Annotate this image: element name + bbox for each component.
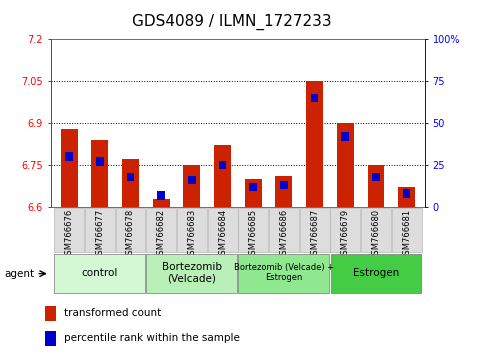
FancyBboxPatch shape [208, 208, 238, 252]
FancyBboxPatch shape [239, 254, 329, 293]
FancyBboxPatch shape [115, 208, 145, 252]
Bar [188, 176, 196, 184]
Text: GSM766685: GSM766685 [249, 209, 258, 260]
Bar [45, 331, 57, 346]
Bar [403, 189, 411, 198]
Bar [91, 140, 108, 207]
Bar [306, 81, 323, 207]
Text: GDS4089 / ILMN_1727233: GDS4089 / ILMN_1727233 [132, 14, 332, 30]
FancyBboxPatch shape [330, 208, 360, 252]
Bar [341, 132, 349, 141]
FancyBboxPatch shape [330, 254, 421, 293]
Bar [368, 165, 384, 207]
Text: GSM766684: GSM766684 [218, 209, 227, 260]
Bar [398, 188, 415, 207]
Bar [280, 181, 288, 189]
Text: GSM766682: GSM766682 [156, 209, 166, 260]
Text: Bortezomib (Velcade) +
Estrogen: Bortezomib (Velcade) + Estrogen [234, 263, 334, 282]
Text: GSM766677: GSM766677 [95, 209, 104, 260]
FancyBboxPatch shape [361, 208, 391, 252]
Text: agent: agent [5, 269, 35, 279]
Text: Estrogen: Estrogen [353, 268, 399, 278]
Bar [337, 123, 354, 207]
Bar [245, 179, 262, 207]
FancyBboxPatch shape [85, 208, 115, 252]
Bar [153, 199, 170, 207]
Bar [184, 165, 200, 207]
Text: GSM766678: GSM766678 [126, 209, 135, 260]
Bar [311, 93, 318, 102]
Bar [157, 191, 165, 200]
Text: GSM766679: GSM766679 [341, 209, 350, 260]
FancyBboxPatch shape [299, 208, 329, 252]
Bar [96, 158, 104, 166]
FancyBboxPatch shape [269, 208, 299, 252]
Bar [214, 145, 231, 207]
Bar [122, 159, 139, 207]
Text: GSM766680: GSM766680 [371, 209, 381, 260]
FancyBboxPatch shape [177, 208, 207, 252]
Bar [249, 183, 257, 191]
Bar [65, 153, 73, 161]
Text: transformed count: transformed count [64, 308, 161, 318]
Text: GSM766683: GSM766683 [187, 209, 197, 260]
Text: control: control [82, 268, 118, 278]
Text: GSM766686: GSM766686 [279, 209, 288, 260]
Text: Bortezomib
(Velcade): Bortezomib (Velcade) [162, 262, 222, 284]
FancyBboxPatch shape [146, 208, 176, 252]
Text: GSM766676: GSM766676 [65, 209, 73, 260]
Bar [275, 176, 292, 207]
Text: GSM766681: GSM766681 [402, 209, 411, 260]
FancyBboxPatch shape [392, 208, 422, 252]
FancyBboxPatch shape [54, 208, 84, 252]
Bar [45, 306, 57, 321]
Bar [61, 129, 78, 207]
FancyBboxPatch shape [146, 254, 237, 293]
FancyBboxPatch shape [238, 208, 268, 252]
Text: percentile rank within the sample: percentile rank within the sample [64, 333, 240, 343]
Bar [372, 173, 380, 181]
FancyBboxPatch shape [55, 254, 145, 293]
Text: GSM766687: GSM766687 [310, 209, 319, 260]
Bar [219, 161, 227, 169]
Bar [127, 173, 134, 181]
